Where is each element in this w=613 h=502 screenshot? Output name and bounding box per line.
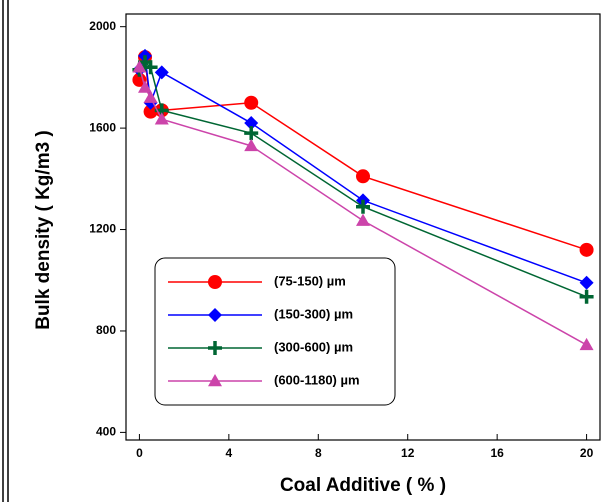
y-tick-label: 2000 [89,19,116,33]
y-axis-title: Bulk density ( Kg/m3 ) [33,130,54,330]
legend-marker [208,275,222,289]
marker [579,242,594,257]
marker [244,95,259,110]
marker [132,60,147,73]
marker [143,90,158,103]
x-tick-label: 20 [580,446,594,460]
marker [244,126,259,141]
y-tick-label: 1200 [89,222,116,236]
marker [132,72,147,87]
legend-label: (150-300) µm [274,306,353,321]
y-tick-label: 800 [96,323,116,337]
marker [244,138,259,152]
marker [579,337,594,351]
legend-label: (600-1180) µm [274,372,360,387]
x-tick-label: 16 [490,446,504,460]
marker [154,112,169,125]
legend-box [154,257,396,406]
y-tick-label: 400 [96,425,116,439]
legend-marker [208,374,222,387]
x-tick-label: 0 [136,446,143,460]
x-axis-title: Coal Additive ( % ) [280,475,446,496]
legend-label: (75-150) µm [274,273,346,288]
marker [154,65,169,80]
x-tick-label: 12 [401,446,415,460]
x-tick-label: 8 [315,446,322,460]
y-tick-label: 1600 [89,120,116,134]
x-tick-label: 4 [226,446,233,460]
marker [143,60,158,75]
marker [143,104,158,119]
marker [138,80,153,93]
plot-frame [125,13,601,441]
marker [356,169,370,184]
legend-marker [208,308,222,322]
marker [579,289,594,304]
marker [244,116,259,131]
marker [579,275,594,290]
legend-label: (300-600) µm [274,339,353,354]
legend-marker [208,341,222,355]
marker [356,199,370,214]
marker [356,213,370,226]
